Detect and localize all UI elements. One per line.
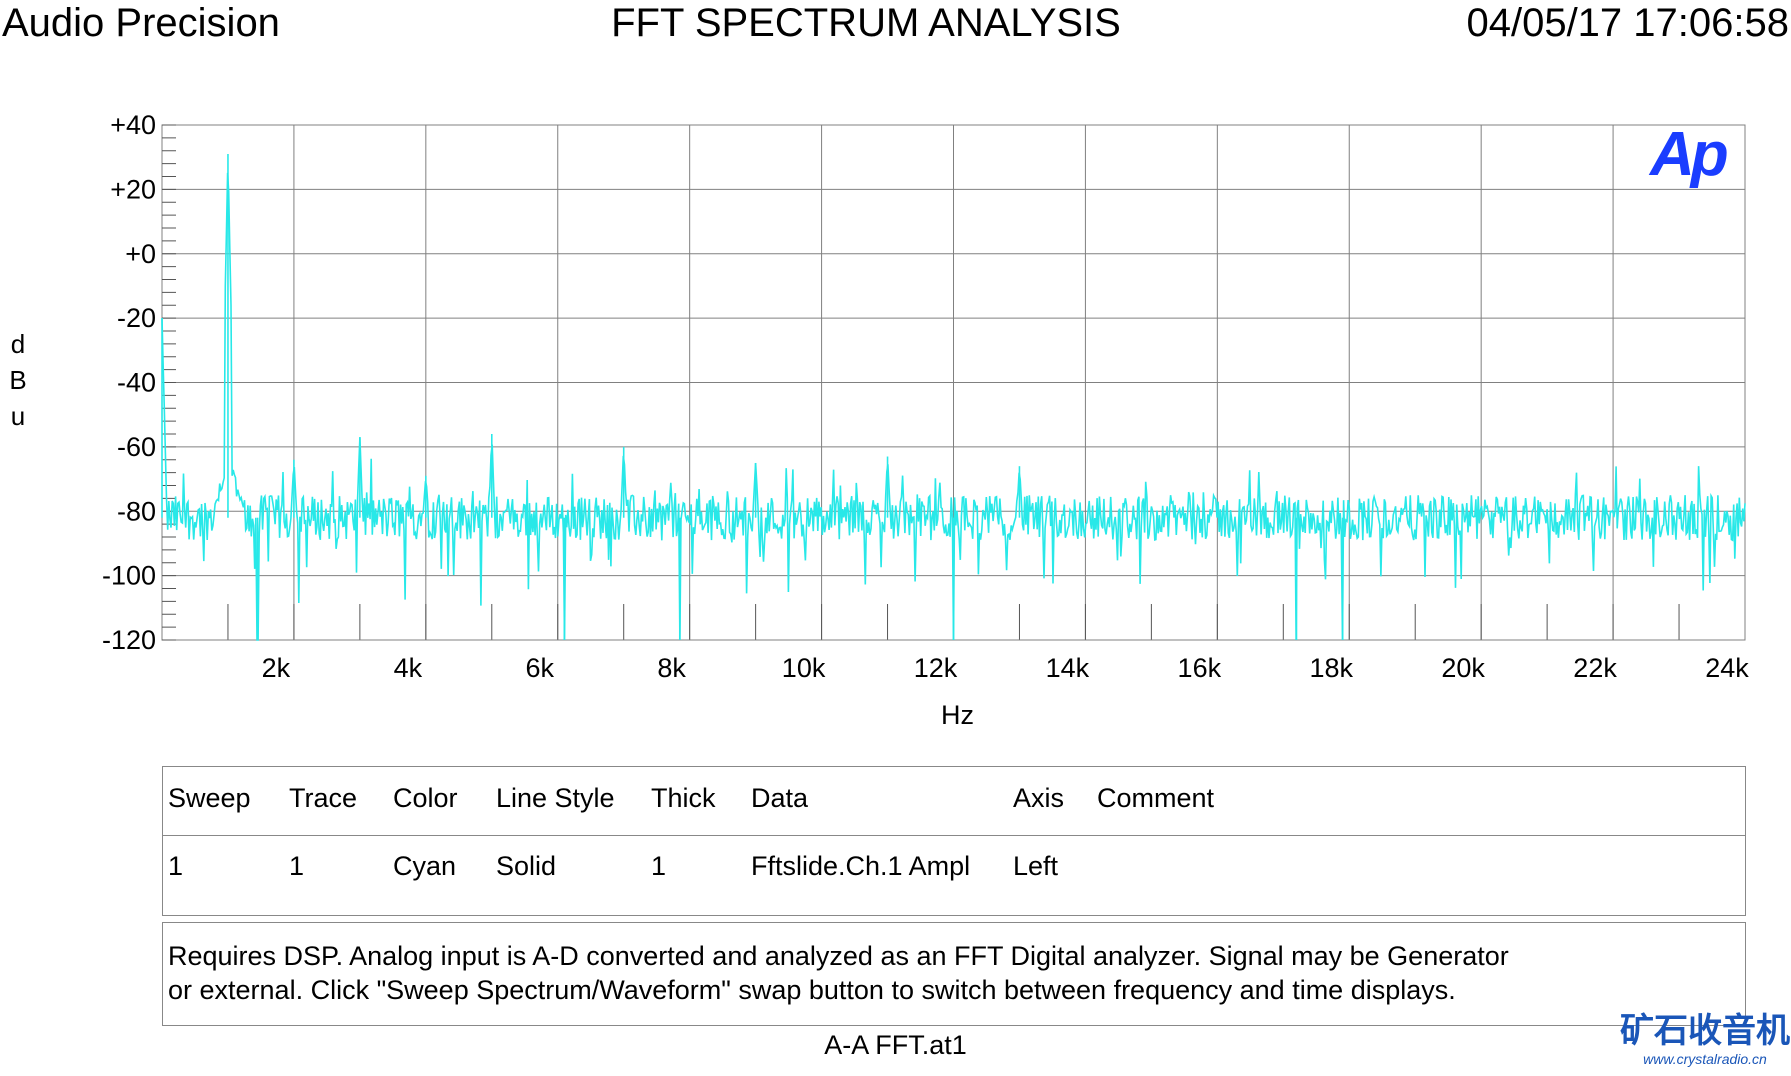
x-tick-label: 22k bbox=[1573, 653, 1617, 683]
y-tick-label: -40 bbox=[117, 368, 156, 398]
legend-cell-axis: Left bbox=[1013, 851, 1059, 881]
legend-cell-line-style: Solid bbox=[496, 851, 557, 881]
watermark: 矿石收音机 www.crystalradio.cn bbox=[1620, 1012, 1790, 1068]
comment-line: Requires DSP. Analog input is A-D conver… bbox=[168, 941, 1509, 971]
legend-cell-trace: 1 bbox=[289, 851, 305, 881]
footer-filename: A-A FFT.at1 bbox=[824, 1030, 967, 1060]
x-tick-label: 8k bbox=[657, 653, 686, 683]
x-tick-label: 10k bbox=[782, 653, 826, 683]
x-tick-label: 16k bbox=[1178, 653, 1222, 683]
y-axis-label: d B u bbox=[8, 326, 28, 434]
legend-header-sweep: Sweep bbox=[168, 783, 251, 813]
legend-row: 1 1 Cyan Solid 1 Fftslide.Ch.1 Ampl Left bbox=[163, 835, 1745, 903]
timestamp: 04/05/17 17:06:58 bbox=[1466, 1, 1789, 45]
legend-header-thick: Thick bbox=[651, 783, 716, 813]
x-axis-label: Hz bbox=[941, 700, 974, 730]
legend-header-color: Color bbox=[393, 783, 458, 813]
legend-cell-thick: 1 bbox=[651, 851, 667, 881]
y-tick-label: -120 bbox=[102, 625, 156, 655]
legend-header-data: Data bbox=[751, 783, 809, 813]
legend-table: Sweep Trace Color Line Style Thick Data … bbox=[162, 766, 1746, 916]
x-tick-label: 2k bbox=[262, 653, 291, 683]
x-tick-label: 20k bbox=[1441, 653, 1485, 683]
y-tick-label: -60 bbox=[117, 432, 156, 462]
legend-cell-color: Cyan bbox=[393, 851, 457, 881]
ap-logo: Ap bbox=[1650, 120, 1729, 189]
legend-header-axis: Axis bbox=[1013, 783, 1065, 813]
y-tick-label: -80 bbox=[117, 496, 156, 526]
legend-cell-data: Fftslide.Ch.1 Ampl bbox=[751, 851, 971, 881]
fft-chart: 2k 4k 6k 8k 10k 12k 14k 16k 18k 20k 22k 24k +40 +20 +0… bbox=[102, 110, 1749, 730]
app-name: Audio Precision bbox=[2, 1, 280, 45]
y-tick-label: +20 bbox=[110, 174, 156, 204]
legend-cell-sweep: 1 bbox=[168, 851, 184, 881]
legend-header-trace: Trace bbox=[289, 783, 358, 813]
legend-header-comment: Comment bbox=[1097, 783, 1215, 813]
x-tick-label: 12k bbox=[914, 653, 958, 683]
y-axis-label-letter: d bbox=[10, 329, 26, 359]
x-tick-label: 24k bbox=[1705, 653, 1749, 683]
y-tick-label: -100 bbox=[102, 561, 156, 591]
watermark-text: 矿石收音机 bbox=[1620, 1011, 1790, 1051]
chart-title: FFT SPECTRUM ANALYSIS bbox=[611, 1, 1121, 45]
comment-box: Requires DSP. Analog input is A-D conver… bbox=[162, 922, 1746, 1026]
y-tick-label: -20 bbox=[117, 303, 156, 333]
legend-header-line-style: Line Style bbox=[496, 783, 615, 813]
x-tick-label: 6k bbox=[525, 653, 554, 683]
y-tick-label: +40 bbox=[110, 110, 156, 140]
comment-line: or external. Click "Sweep Spectrum/Wavef… bbox=[168, 975, 1456, 1005]
x-tick-label: 4k bbox=[394, 653, 423, 683]
y-axis-label-letter: B bbox=[9, 365, 27, 395]
x-tick-label: 14k bbox=[1046, 653, 1090, 683]
x-tick-label: 18k bbox=[1309, 653, 1353, 683]
y-tick-label: +0 bbox=[125, 239, 156, 269]
y-axis-label-letter: u bbox=[10, 401, 26, 431]
legend-header-row: Sweep Trace Color Line Style Thick Data … bbox=[163, 767, 1745, 836]
watermark-url: www.crystalradio.cn bbox=[1643, 1051, 1767, 1067]
